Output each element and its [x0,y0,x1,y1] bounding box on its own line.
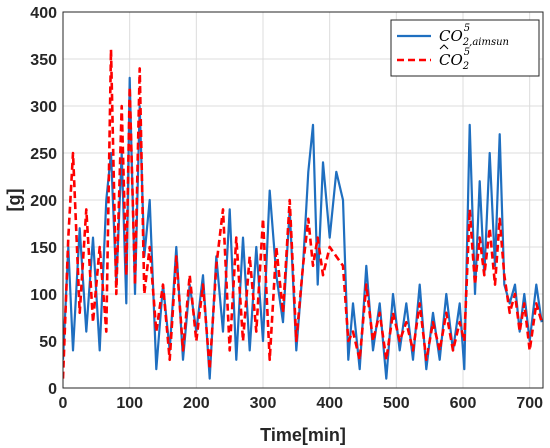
x-tick-label: 300 [250,395,277,412]
x-tick-label: 400 [316,395,343,412]
x-tick-label: 0 [59,395,68,412]
legend-superscript-2: 5 [464,47,470,58]
y-tick-label: 300 [30,99,57,116]
series-layer [63,48,543,380]
series-line-2 [63,48,543,379]
hat-accent [439,44,449,50]
y-tick-label: 200 [30,193,57,210]
legend-superscript-1: 5 [464,23,470,34]
legend-box [390,19,540,77]
legend-entry-1: CO2,aimsun [439,27,509,48]
x-tick-label: 100 [116,395,143,412]
y-axis-label: [g] [4,189,24,212]
x-tick-label: 700 [516,395,543,412]
y-tick-label: 100 [30,287,57,304]
y-tick-label: 350 [30,52,57,69]
y-tick-label: 0 [48,381,57,398]
x-tick-label: 200 [183,395,210,412]
tick-labels: 0 100 200 300 400 500 600 700 0 50 100 150 200 250 300… [30,5,543,412]
y-tick-label: 150 [30,240,57,257]
y-tick-label: 400 [30,5,57,22]
x-axis-label: Time[min] [260,425,346,445]
y-tick-label: 250 [30,146,57,163]
legend-entry-2: CO2 [439,51,469,72]
x-tick-label: 600 [450,395,477,412]
y-tick-label: 50 [39,334,57,351]
x-tick-label: 500 [383,395,410,412]
plot-frame [62,11,544,389]
